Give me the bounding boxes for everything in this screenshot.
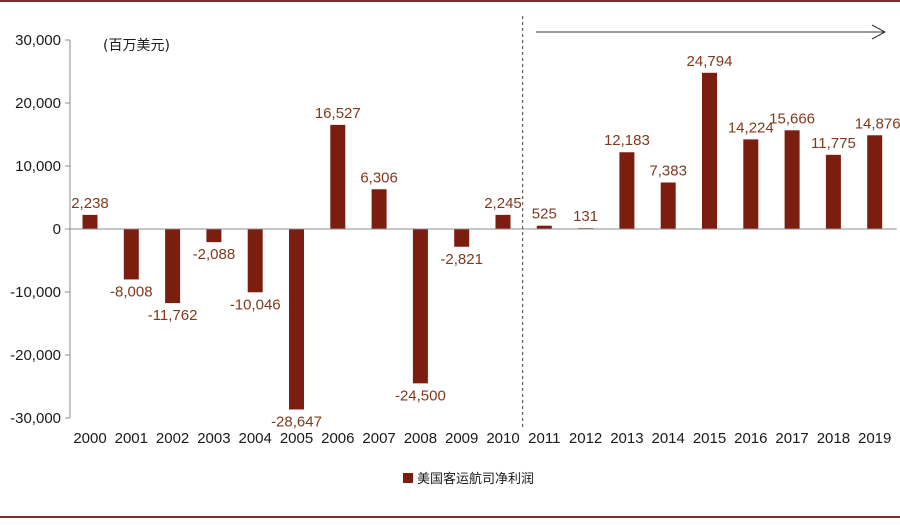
- bar-2011: [536, 225, 552, 229]
- bar-2009: [454, 229, 470, 247]
- legend-swatch: [403, 473, 413, 483]
- bottom-border: [0, 516, 900, 518]
- data-label-2001: -8,008: [110, 283, 153, 300]
- x-tick-label: 2004: [239, 430, 272, 447]
- unit-label: (百万美元): [103, 38, 170, 54]
- y-tick-label: 20,000: [15, 95, 61, 112]
- x-tick-label: 2002: [156, 430, 189, 447]
- legend: 美国客运航司净利润: [403, 471, 534, 487]
- data-label-2010: 2,245: [484, 195, 522, 212]
- y-tick-label: -10,000: [10, 284, 61, 301]
- legend-label: 美国客运航司净利润: [417, 471, 534, 487]
- bar-2019: [867, 135, 883, 229]
- bar-2004: [247, 229, 263, 293]
- data-label-2005: -28,647: [271, 413, 322, 430]
- data-label-2013: 12,183: [604, 132, 650, 149]
- x-tick-label: 2010: [486, 430, 519, 447]
- x-tick-label: 2005: [280, 430, 313, 447]
- data-labels: 2,238 -8,008 -11,762 -2,088 -10,046 -28,647 16…: [71, 53, 900, 431]
- x-tick-label: 2000: [73, 430, 106, 447]
- bar-2000: [82, 214, 98, 229]
- x-tick-label: 2019: [858, 430, 891, 447]
- x-tick-label: 2007: [362, 430, 395, 447]
- period-divider: [522, 16, 887, 428]
- y-axis: 30,000 20,000 10,000 0 -10,000 -20,000 -30,000: [10, 32, 71, 427]
- x-tick-label: 2013: [610, 430, 643, 447]
- x-tick-label: 2003: [197, 430, 230, 447]
- x-tick-label: 2014: [652, 430, 685, 447]
- x-tick-label: 2011: [528, 430, 560, 447]
- top-border: [0, 0, 900, 2]
- bar-2015: [702, 72, 717, 230]
- x-tick-label: 2012: [569, 430, 602, 447]
- x-tick-label: 2017: [775, 430, 808, 447]
- x-tick-label: 2001: [115, 430, 148, 447]
- data-label-2002: -11,762: [148, 307, 198, 324]
- data-label-2016: 14,224: [728, 119, 774, 136]
- bar-2003: [206, 229, 222, 243]
- bar-2017: [784, 130, 800, 229]
- bar-2018: [825, 154, 841, 229]
- y-tick-label: 10,000: [15, 158, 61, 175]
- x-axis: 2000 2001 2002 2003 2004 2005 2006 2007 2008 2009…: [70, 228, 897, 447]
- data-label-2018: 11,775: [811, 135, 856, 152]
- bar-2010: [495, 214, 511, 229]
- data-label-2007: 6,306: [360, 169, 398, 186]
- x-tick-label: 2015: [693, 430, 726, 447]
- data-label-2012: 131: [573, 208, 598, 225]
- bars: [82, 72, 883, 410]
- data-label-2000: 2,238: [71, 195, 109, 212]
- y-tick-label: -20,000: [10, 347, 61, 364]
- bar-2013: [619, 152, 635, 229]
- data-label-2017: 15,666: [769, 110, 815, 127]
- data-label-2004: -10,046: [230, 296, 281, 313]
- y-tick-label: 0: [53, 221, 61, 238]
- bar-2007: [371, 189, 387, 229]
- x-tick-label: 2018: [817, 430, 850, 447]
- data-label-2003: -2,088: [193, 246, 236, 263]
- y-tick-label: 30,000: [15, 32, 61, 49]
- bar-2016: [743, 139, 759, 229]
- x-tick-label: 2006: [321, 430, 354, 447]
- x-tick-label: 2008: [404, 430, 437, 447]
- data-label-2008: -24,500: [395, 387, 446, 404]
- x-tick-label: 2009: [445, 430, 478, 447]
- bar-2001: [123, 229, 139, 280]
- data-label-2006: 16,527: [315, 105, 361, 122]
- bar-2014: [660, 182, 676, 229]
- data-label-2009: -2,821: [440, 251, 483, 268]
- data-label-2011: 525: [532, 206, 557, 223]
- data-label-2019: 14,876: [855, 115, 900, 132]
- y-tick-label: -30,000: [10, 410, 61, 427]
- x-tick-label: 2016: [734, 430, 767, 447]
- bar-2008: [412, 229, 428, 384]
- bar-2005: [289, 229, 304, 410]
- data-label-2014: 7,383: [649, 162, 687, 179]
- bar-2006: [330, 124, 346, 229]
- arrow-head-icon: [871, 24, 887, 40]
- bar-2002: [165, 229, 181, 304]
- data-label-2015: 24,794: [687, 53, 733, 70]
